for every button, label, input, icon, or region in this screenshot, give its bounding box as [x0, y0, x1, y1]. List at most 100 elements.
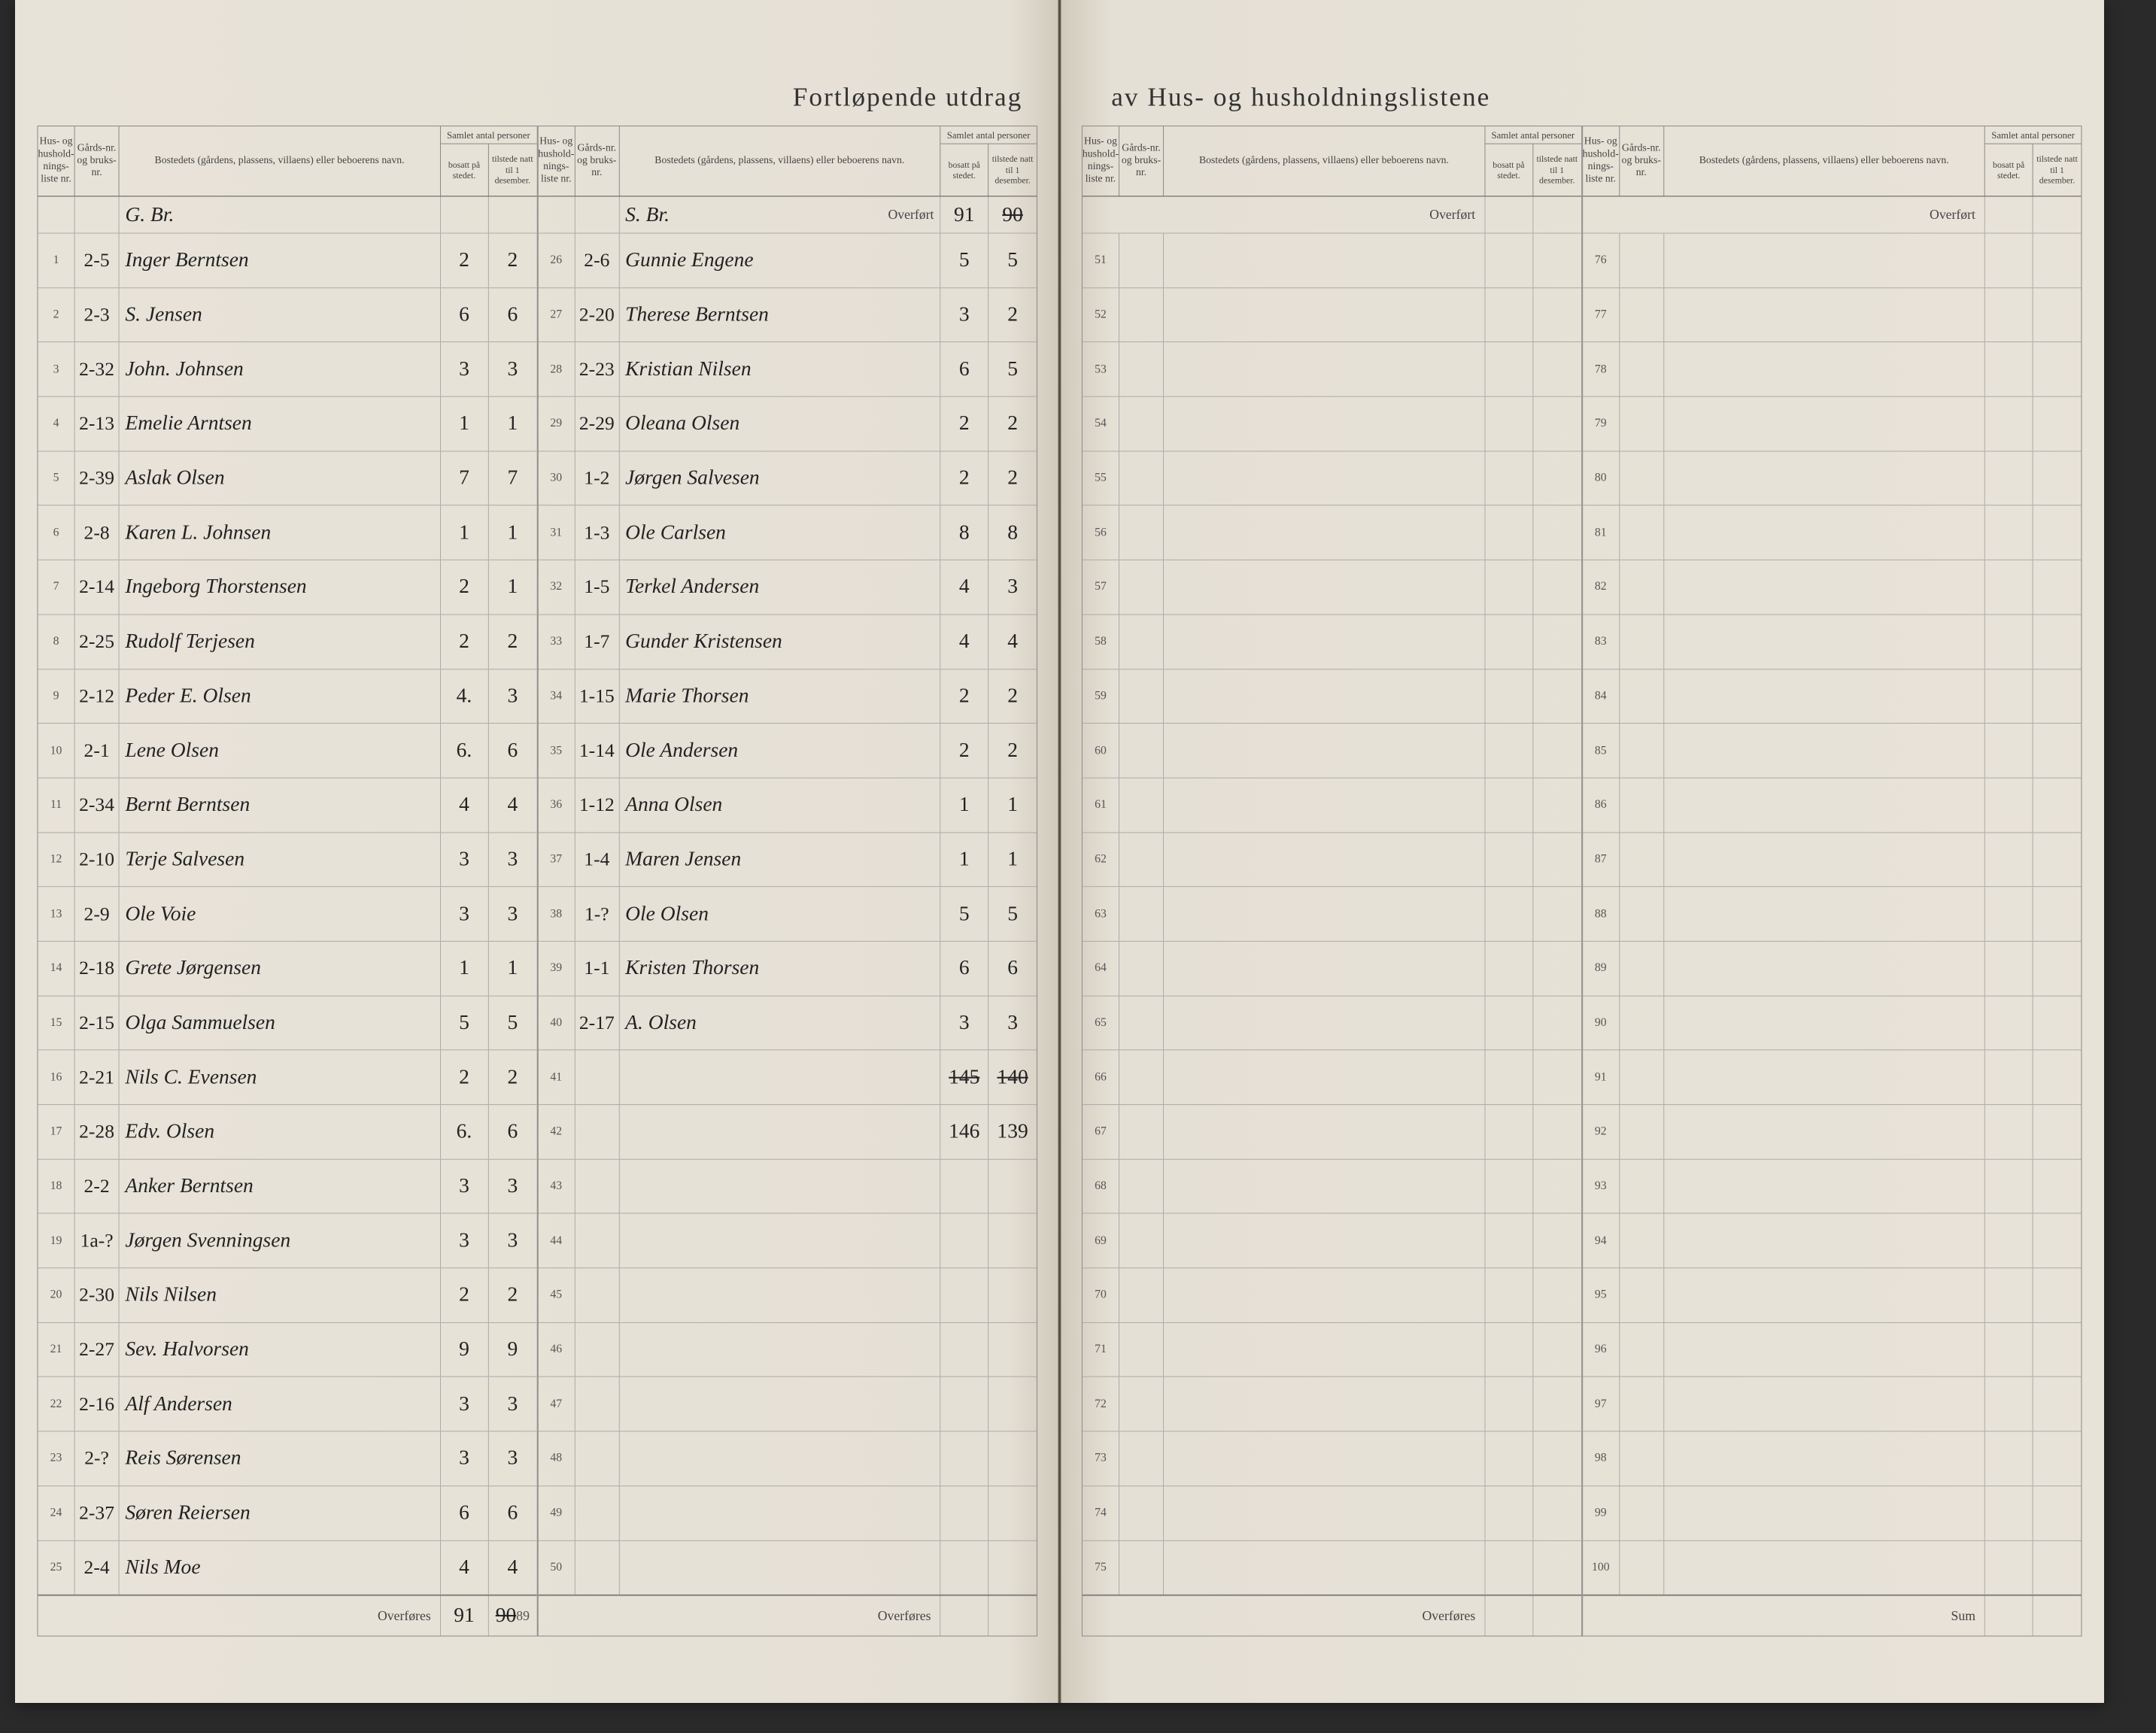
row-number: 69 — [1083, 1214, 1119, 1267]
resident-name: John. Johnsen — [120, 342, 441, 396]
row-number: 42 — [538, 1105, 575, 1158]
row-number: 91 — [1583, 1051, 1620, 1104]
bosatt-count — [1985, 942, 2033, 995]
tilstede-count — [1533, 560, 1581, 614]
row-number: 3 — [38, 342, 74, 396]
gards-nr: 1-12 — [575, 778, 619, 832]
bosatt-count — [1485, 288, 1533, 341]
row-number: 79 — [1583, 397, 1620, 451]
hdr-liste: Hus- og hushold-nings-liste nr. — [538, 126, 575, 196]
table-row: 3 2-32 John. Johnsen 3 3 — [38, 342, 536, 396]
tilstede-count — [2033, 996, 2082, 1049]
gards-nr — [1119, 724, 1164, 777]
header-row: Hus- og hushold-nings-liste nr. Gårds-nr… — [1583, 126, 2082, 196]
overfores-label: Overføres — [538, 1596, 940, 1636]
hdr-persons: Samlet antal personer bosatt på stedet. … — [940, 126, 1037, 196]
bosatt-count: 6. — [441, 724, 489, 777]
tilstede-count: 1 — [488, 560, 536, 614]
hdr-liste: Hus- og hushold-nings-liste nr. — [38, 126, 74, 196]
row-number: 96 — [1583, 1323, 1620, 1376]
row-number: 40 — [538, 996, 575, 1049]
tilstede-count — [2033, 1323, 2082, 1376]
resident-name: Jørgen Svenningsen — [120, 1214, 441, 1267]
tilstede-count: 7 — [488, 451, 536, 505]
tilstede-count — [2033, 1268, 2082, 1322]
resident-name — [1164, 724, 1485, 777]
tilstede-count — [988, 1268, 1037, 1322]
table-row: 77 — [1583, 288, 2082, 342]
resident-name: Reis Sørensen — [120, 1431, 441, 1485]
gards-nr — [1119, 1051, 1164, 1104]
tilstede-count: 6 — [488, 288, 536, 341]
bosatt-count — [1985, 724, 2033, 777]
bosatt-count — [1985, 1377, 2033, 1431]
row-number: 74 — [1083, 1486, 1119, 1540]
tilstede-count: 2 — [488, 1051, 536, 1104]
tilstede-count: 2 — [488, 615, 536, 668]
bosatt-count — [1485, 942, 1533, 995]
table-row: 52 — [1083, 288, 1581, 342]
hdr-gards: Gårds-nr. og bruks-nr. — [1620, 126, 1664, 196]
row-number: 86 — [1583, 778, 1620, 832]
gards-nr — [1119, 887, 1164, 940]
hdr-tilstede: tilstede natt til 1 desember. — [1533, 144, 1581, 196]
tilstede-count: 2 — [488, 234, 536, 287]
table-row: 38 1-? Ole Olsen 5 5 — [538, 887, 1037, 941]
resident-name: Alf Andersen — [120, 1377, 441, 1431]
gards-nr — [1119, 1431, 1164, 1485]
bosatt-count: 9 — [441, 1323, 489, 1376]
tilstede-count — [2033, 1431, 2082, 1485]
row-number: 73 — [1083, 1431, 1119, 1485]
hdr-bosatt: bosatt på stedet. — [1485, 144, 1533, 196]
tilstede-count: 4 — [488, 778, 536, 832]
gards-nr — [1620, 1051, 1664, 1104]
tilstede-count — [2033, 833, 2082, 886]
row-number: 18 — [38, 1159, 74, 1212]
tilstede-count: 5 — [988, 342, 1037, 396]
overfores-label: Overføres — [38, 1596, 440, 1636]
table-row: 70 — [1083, 1268, 1581, 1322]
bosatt-count — [1485, 669, 1533, 723]
gards-nr — [575, 1377, 619, 1431]
gards-nr — [1620, 942, 1664, 995]
bosatt-count — [940, 1268, 988, 1322]
hdr-persons: Samlet antal personer bosatt på stedet. … — [1985, 126, 2082, 196]
bosatt-count — [1985, 506, 2033, 560]
tilstede-count: 4 — [488, 1540, 536, 1594]
bosatt-count — [940, 1431, 988, 1485]
table-row: 94 — [1583, 1214, 2082, 1268]
gards-nr — [1620, 560, 1664, 614]
table-row: 68 — [1083, 1159, 1581, 1213]
bosatt-count — [1985, 833, 2033, 886]
table-row: 89 — [1583, 942, 2082, 996]
resident-name: Bernt Berntsen — [120, 778, 441, 832]
rows-col4: 76 77 78 79 80 81 82 83 — [1583, 234, 2082, 1595]
row-number: 51 — [1083, 234, 1119, 287]
table-row: 18 2-2 Anker Berntsen 3 3 — [38, 1159, 536, 1213]
bosatt-count — [1485, 1540, 1533, 1594]
row-number: 17 — [38, 1105, 74, 1158]
table-row: 98 — [1583, 1431, 2082, 1486]
resident-name — [1664, 942, 1985, 995]
row-number: 92 — [1583, 1105, 1620, 1158]
hdr-gards: Gårds-nr. og bruks-nr. — [1119, 126, 1164, 196]
table-row: 46 — [538, 1323, 1037, 1377]
hdr-persons: Samlet antal personer bosatt på stedet. … — [441, 126, 537, 196]
tilstede-count: 140 — [988, 1051, 1037, 1104]
tilstede-count — [988, 1214, 1037, 1267]
bosatt-count — [1985, 560, 2033, 614]
title-left: Fortløpende utdrag — [793, 81, 1023, 112]
ledger-col-3: Hus- og hushold-nings-liste nr. Gårds-nr… — [1082, 126, 1582, 1637]
right-page: av Hus- og husholdningslistene Hus- og h… — [1059, 0, 2103, 1703]
tilstede-count — [1533, 1105, 1581, 1158]
row-number: 12 — [38, 833, 74, 886]
gards-nr — [1620, 451, 1664, 505]
bosatt-count: 4 — [441, 778, 489, 832]
resident-name: Nils Moe — [120, 1540, 441, 1594]
tilstede-count: 3 — [488, 833, 536, 886]
tilstede-count — [2033, 887, 2082, 940]
table-row: 69 — [1083, 1214, 1581, 1268]
bosatt-count: 145 — [940, 1051, 988, 1104]
table-row: 90 — [1583, 996, 2082, 1050]
gards-nr: 2-17 — [575, 996, 619, 1049]
